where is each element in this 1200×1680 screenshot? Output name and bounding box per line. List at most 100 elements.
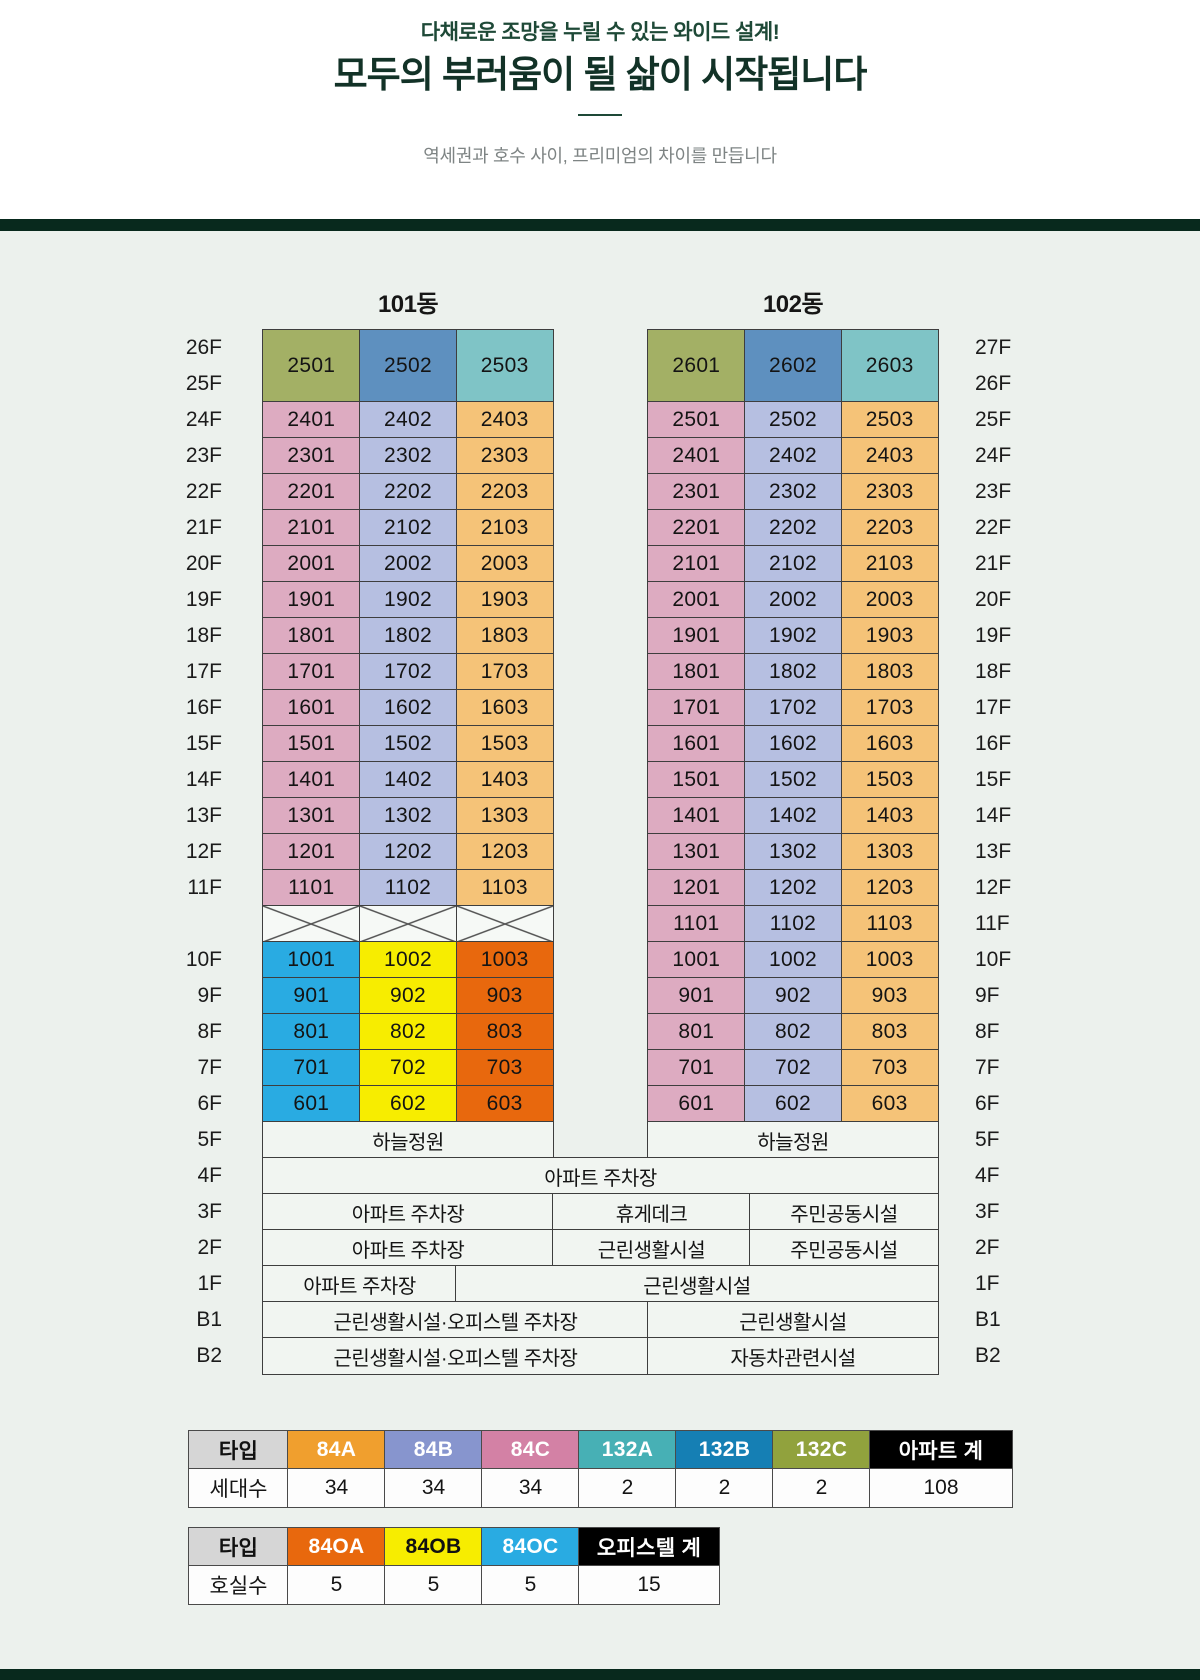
- unit-cell-101동-602: 602: [358, 1085, 458, 1123]
- floor-label-12F: 12F: [185, 840, 222, 863]
- unit-cell-101동-2302: 2302: [358, 437, 458, 475]
- floor-label-10F: 10F: [975, 948, 1012, 971]
- unit-cell-101동-2103: 2103: [455, 509, 554, 547]
- floor-label-B2: B2: [975, 1344, 1001, 1367]
- floor-label-23F: 23F: [975, 480, 1012, 503]
- facility-cell-1F: 근린생활시설: [455, 1265, 939, 1303]
- unit-cell-101동-1903: 1903: [455, 581, 554, 619]
- floor-label-16F: 16F: [975, 732, 1012, 755]
- unit-cell-102동-1401: 1401: [647, 797, 746, 835]
- unit-cell-101동-2201: 2201: [262, 473, 361, 511]
- legend-head-1: 타입: [188, 1527, 289, 1567]
- facility-cell-B1: 근린생활시설·오피스텔 주차장: [262, 1301, 649, 1339]
- unit-cell-102동-1202: 1202: [743, 869, 843, 907]
- unit-cell-102동-1702: 1702: [743, 689, 843, 727]
- unit-cell-101동-801: 801: [262, 1013, 361, 1051]
- unit-cell-102동-1002: 1002: [743, 941, 843, 979]
- facility-cell-3F: 휴게데크: [552, 1193, 751, 1231]
- unit-cell-101동-1503: 1503: [455, 725, 554, 763]
- unit-cell-101동-1601: 1601: [262, 689, 361, 727]
- legend-type-132C: 132C: [772, 1430, 871, 1470]
- unit-cell-101동-2501: 2501: [262, 329, 361, 403]
- header-tagline: 역세권과 호수 사이, 프리미엄의 차이를 만듭니다: [423, 146, 777, 166]
- unit-cell-101동-2403: 2403: [455, 401, 554, 439]
- unit-cell-101동-1202: 1202: [358, 833, 458, 871]
- unit-cell-102동-2503: 2503: [840, 401, 939, 439]
- unit-cell-102동-801: 801: [647, 1013, 746, 1051]
- unit-cell-101동-1101: 1101: [262, 869, 361, 907]
- unit-cell-101동-1701: 1701: [262, 653, 361, 691]
- unit-cell-101동-2001: 2001: [262, 545, 361, 583]
- unit-cell-102동-1602: 1602: [743, 725, 843, 763]
- legend-value-head-1: 호실수: [188, 1565, 289, 1605]
- unit-cell-101동-1703: 1703: [455, 653, 554, 691]
- legend-type-84OA: 84OA: [287, 1527, 386, 1567]
- legend-type-132B: 132B: [675, 1430, 774, 1470]
- crossed-cell: [455, 905, 554, 943]
- floor-label-14F: 14F: [185, 768, 222, 791]
- facility-cell-4F: 아파트 주차장: [262, 1157, 939, 1195]
- legend-count-132C: 2: [772, 1468, 871, 1508]
- unit-cell-101동-2503: 2503: [455, 329, 554, 403]
- unit-cell-102동-1701: 1701: [647, 689, 746, 727]
- unit-cell-101동-1501: 1501: [262, 725, 361, 763]
- unit-cell-101동-1102: 1102: [358, 869, 458, 907]
- unit-cell-101동-1203: 1203: [455, 833, 554, 871]
- stacking-diagram-section: [0, 231, 1200, 1669]
- unit-cell-102동-1601: 1601: [647, 725, 746, 763]
- unit-cell-101동-1403: 1403: [455, 761, 554, 799]
- unit-cell-102동-2402: 2402: [743, 437, 843, 475]
- crossed-cell: [262, 905, 361, 943]
- unit-cell-101동-702: 702: [358, 1049, 458, 1087]
- legend-type-84B: 84B: [384, 1430, 483, 1470]
- unit-cell-102동-2303: 2303: [840, 473, 939, 511]
- unit-cell-102동-2501: 2501: [647, 401, 746, 439]
- floor-label-4F: 4F: [975, 1164, 1000, 1187]
- unit-cell-102동-902: 902: [743, 977, 843, 1015]
- unit-cell-102동-2003: 2003: [840, 581, 939, 619]
- unit-cell-102동-1302: 1302: [743, 833, 843, 871]
- floor-label-15F: 15F: [185, 732, 222, 755]
- unit-cell-101동-1603: 1603: [455, 689, 554, 727]
- floor-label-11F: 11F: [975, 912, 1010, 935]
- unit-cell-102동-901: 901: [647, 977, 746, 1015]
- header-kicker: 다채로운 조망을 누릴 수 있는 와이드 설계!: [420, 21, 780, 44]
- legend-count-132B: 2: [675, 1468, 774, 1508]
- unit-cell-101동-803: 803: [455, 1013, 554, 1051]
- floor-label-24F: 24F: [975, 444, 1012, 467]
- floor-label-15F: 15F: [975, 768, 1012, 791]
- accent-bar-bottom: [0, 1669, 1200, 1680]
- floor-label-8F: 8F: [975, 1020, 1000, 1043]
- unit-cell-102동-1101: 1101: [647, 905, 746, 943]
- unit-cell-102동-2401: 2401: [647, 437, 746, 475]
- unit-cell-102동-1301: 1301: [647, 833, 746, 871]
- facility-cell-3F: 아파트 주차장: [262, 1193, 554, 1231]
- floor-label-18F: 18F: [185, 624, 222, 647]
- floor-labels-left: 26F 25F 24F 23F 22F 21F 20F 19F 18F 17F 16F 15F 14F 1…: [128, 330, 222, 1374]
- floor-label-20F: 20F: [185, 552, 222, 575]
- unit-cell-101동-603: 603: [455, 1085, 554, 1123]
- floor-label-22F: 22F: [185, 480, 222, 503]
- legend-total-count-1: 15: [578, 1565, 720, 1605]
- legend-type-84A: 84A: [287, 1430, 386, 1470]
- unit-cell-102동-2603: 2603: [840, 329, 939, 403]
- unit-cell-102동-2203: 2203: [840, 509, 939, 547]
- unit-cell-101동-1402: 1402: [358, 761, 458, 799]
- floor-label-14F: 14F: [975, 804, 1012, 827]
- floor-label-6F: 6F: [197, 1092, 222, 1115]
- garden-cell-101동: 하늘정원: [262, 1121, 554, 1159]
- unit-cell-102동-2502: 2502: [743, 401, 843, 439]
- floor-label-23F: 23F: [185, 444, 222, 467]
- unit-cell-102동-1801: 1801: [647, 653, 746, 691]
- unit-cell-101동-1602: 1602: [358, 689, 458, 727]
- facility-cell-B1: 근린생활시설: [647, 1301, 939, 1339]
- floor-label-22F: 22F: [975, 516, 1012, 539]
- legend-type-84OB: 84OB: [384, 1527, 483, 1567]
- unit-cell-102동-1902: 1902: [743, 617, 843, 655]
- unit-cell-102동-602: 602: [743, 1085, 843, 1123]
- unit-cell-102동-603: 603: [840, 1085, 939, 1123]
- unit-cell-102동-1503: 1503: [840, 761, 939, 799]
- unit-cell-101동-1301: 1301: [262, 797, 361, 835]
- legend-total-label-0: 아파트 계: [869, 1430, 1013, 1470]
